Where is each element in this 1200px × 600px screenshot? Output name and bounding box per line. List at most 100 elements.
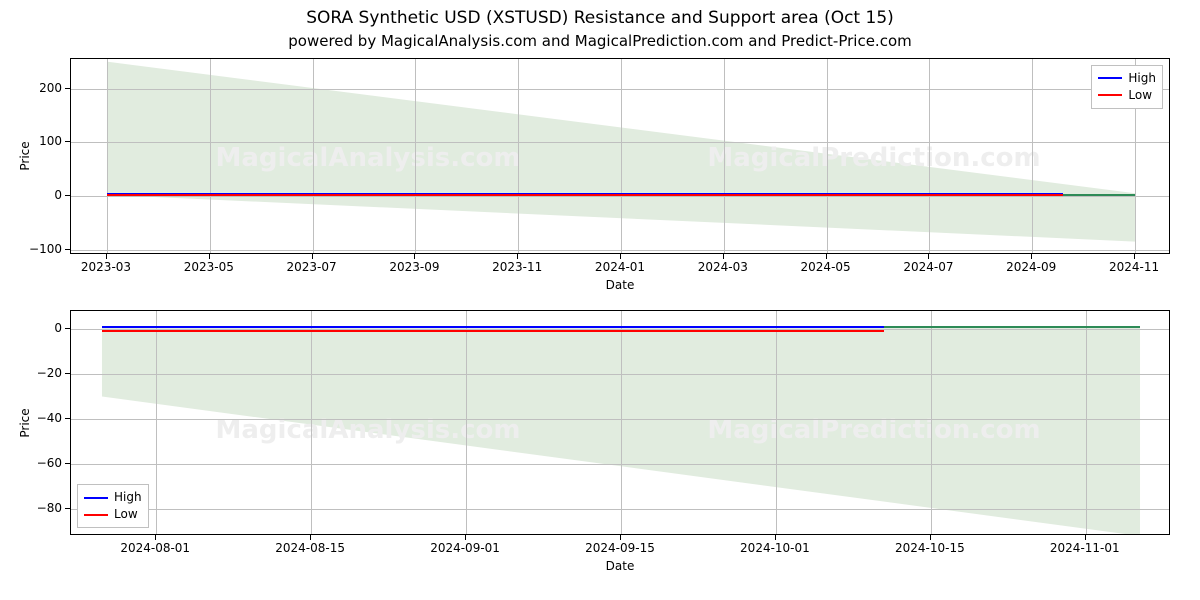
- tick-mark-y: [65, 418, 70, 419]
- y-tick-label: −80: [37, 501, 62, 515]
- y-axis-label: Price: [18, 141, 32, 170]
- gridline-vertical: [827, 59, 828, 253]
- gridline-vertical: [621, 59, 622, 253]
- gridline-horizontal: [71, 374, 1169, 375]
- tick-mark-y: [65, 463, 70, 464]
- x-tick-label: 2024-08-01: [120, 541, 190, 555]
- y-tick-label: 0: [54, 188, 62, 202]
- tick-mark-y: [65, 141, 70, 142]
- gridline-horizontal: [71, 142, 1169, 143]
- gridline-horizontal: [71, 464, 1169, 465]
- x-tick-label: 2024-07: [903, 260, 953, 274]
- green_ext-line: [884, 326, 1140, 328]
- tick-mark-y: [65, 328, 70, 329]
- high-line: [102, 326, 884, 328]
- tick-mark-y: [65, 88, 70, 89]
- gridline-vertical: [929, 59, 930, 253]
- legend-item: Low: [84, 506, 142, 523]
- tick-mark-x: [414, 254, 415, 259]
- x-tick-label: 2023-07: [287, 260, 337, 274]
- tick-mark-y: [65, 373, 70, 374]
- gridline-vertical: [107, 59, 108, 253]
- y-tick-label: −60: [37, 456, 62, 470]
- gridline-vertical: [466, 311, 467, 534]
- tick-mark-x: [465, 535, 466, 540]
- tick-mark-x: [209, 254, 210, 259]
- legend-item: Low: [1098, 87, 1156, 104]
- x-tick-label: 2023-03: [81, 260, 131, 274]
- tick-mark-x: [620, 535, 621, 540]
- tick-mark-x: [310, 535, 311, 540]
- legend-item: High: [1098, 70, 1156, 87]
- gridline-horizontal: [71, 509, 1169, 510]
- y-tick-label: −20: [37, 366, 62, 380]
- x-tick-label: 2024-10-15: [895, 541, 965, 555]
- chart-title: SORA Synthetic USD (XSTUSD) Resistance a…: [0, 8, 1200, 28]
- panel-top: MagicalAnalysis.comMagicalPrediction.com…: [70, 58, 1170, 254]
- gridline-vertical: [776, 311, 777, 534]
- y-tick-label: 200: [39, 81, 62, 95]
- x-tick-label: 2024-09-01: [430, 541, 500, 555]
- figure: SORA Synthetic USD (XSTUSD) Resistance a…: [0, 0, 1200, 600]
- tick-mark-x: [517, 254, 518, 259]
- panel-bottom: MagicalAnalysis.comMagicalPrediction.com…: [70, 310, 1170, 535]
- gridline-horizontal: [71, 419, 1169, 420]
- x-tick-label: 2024-08-15: [275, 541, 345, 555]
- gridline-horizontal: [71, 250, 1169, 251]
- gridline-vertical: [313, 59, 314, 253]
- y-axis-label: Price: [18, 408, 32, 437]
- legend-swatch: [84, 497, 108, 499]
- legend-swatch: [1098, 77, 1122, 79]
- x-tick-label: 2023-09: [389, 260, 439, 274]
- x-axis-label: Date: [606, 278, 635, 292]
- x-tick-label: 2024-11: [1109, 260, 1159, 274]
- tick-mark-x: [930, 535, 931, 540]
- gridline-horizontal: [71, 89, 1169, 90]
- tick-mark-y: [65, 508, 70, 509]
- y-tick-label: −100: [29, 242, 62, 256]
- tick-mark-x: [775, 535, 776, 540]
- legend-label: High: [114, 489, 142, 506]
- y-tick-label: 0: [54, 321, 62, 335]
- gridline-vertical: [931, 311, 932, 534]
- gridline-vertical: [210, 59, 211, 253]
- tick-mark-y: [65, 195, 70, 196]
- legend: HighLow: [77, 484, 149, 528]
- tick-mark-x: [106, 254, 107, 259]
- gridline-vertical: [156, 311, 157, 534]
- legend-swatch: [1098, 94, 1122, 96]
- gridline-vertical: [1086, 311, 1087, 534]
- tick-mark-x: [1031, 254, 1032, 259]
- gridline-vertical: [311, 311, 312, 534]
- low-line: [102, 330, 884, 332]
- gridline-vertical: [518, 59, 519, 253]
- legend-swatch: [84, 514, 108, 516]
- gridline-vertical: [621, 311, 622, 534]
- x-tick-label: 2023-05: [184, 260, 234, 274]
- gridline-vertical: [415, 59, 416, 253]
- x-tick-label: 2024-11-01: [1050, 541, 1120, 555]
- tick-mark-x: [312, 254, 313, 259]
- green_ext-line: [1063, 194, 1135, 196]
- legend-label: High: [1128, 70, 1156, 87]
- legend-label: Low: [114, 506, 138, 523]
- legend: HighLow: [1091, 65, 1163, 109]
- tick-mark-y: [65, 249, 70, 250]
- x-tick-label: 2023-11: [492, 260, 542, 274]
- tick-mark-x: [723, 254, 724, 259]
- x-tick-label: 2024-10-01: [740, 541, 810, 555]
- x-tick-label: 2024-05: [801, 260, 851, 274]
- chart-subtitle: powered by MagicalAnalysis.com and Magic…: [0, 32, 1200, 50]
- y-tick-label: 100: [39, 134, 62, 148]
- legend-label: Low: [1128, 87, 1152, 104]
- tick-mark-x: [826, 254, 827, 259]
- tick-mark-x: [928, 254, 929, 259]
- gridline-vertical: [1032, 59, 1033, 253]
- x-tick-label: 2024-09: [1006, 260, 1056, 274]
- low-line: [107, 194, 1063, 196]
- x-tick-label: 2024-03: [698, 260, 748, 274]
- x-tick-label: 2024-09-15: [585, 541, 655, 555]
- x-axis-label: Date: [606, 559, 635, 573]
- legend-item: High: [84, 489, 142, 506]
- tick-mark-x: [1134, 254, 1135, 259]
